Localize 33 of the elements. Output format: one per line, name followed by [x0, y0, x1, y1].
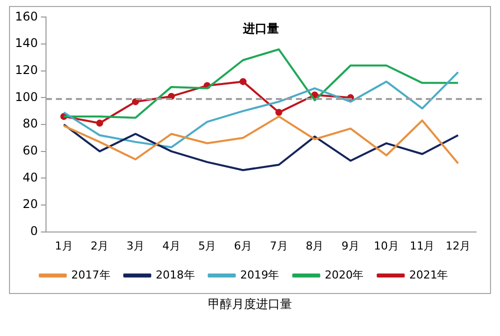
- x-tick-label: 10月: [374, 239, 399, 252]
- y-tick-label: 0: [30, 224, 38, 238]
- x-tick-label: 9月: [342, 239, 360, 252]
- x-tick-label: 12月: [446, 239, 471, 252]
- y-tick-label: 60: [22, 143, 38, 158]
- legend-label: 2021年: [409, 268, 448, 282]
- legend-label: 2020年: [324, 268, 364, 282]
- x-tick-label: 6月: [234, 239, 252, 252]
- x-tick-label: 3月: [126, 239, 145, 252]
- y-tick-label: 20: [22, 197, 38, 212]
- y-tick-label: 80: [22, 116, 38, 131]
- y-tick-label: 120: [15, 62, 38, 77]
- legend-label: 2017年: [71, 268, 110, 282]
- y-tick-label: 40: [22, 170, 38, 184]
- text: 甲醇月度进口量: [207, 296, 293, 313]
- x-tick-label: 7月: [270, 239, 288, 252]
- x-tick-label: 8月: [306, 239, 324, 252]
- y-tick-label: 100: [15, 90, 38, 104]
- y-tick-label: 140: [15, 36, 38, 50]
- point: [132, 98, 140, 106]
- x-tick-label: 11月: [410, 239, 435, 252]
- x-tick-label: 1月: [54, 239, 73, 252]
- x-tick-label: 4月: [162, 239, 180, 252]
- point: [275, 108, 282, 116]
- x-tick-label: 5月: [198, 239, 216, 252]
- point: [96, 120, 104, 127]
- point: [240, 78, 247, 86]
- point: [168, 92, 175, 100]
- legend-label: 2018年: [156, 268, 195, 282]
- y-tick-label: 160: [15, 9, 38, 24]
- legend-label: 2019年: [240, 268, 280, 282]
- chart-title: 进口量: [242, 21, 279, 36]
- x-tick-label: 2月: [90, 239, 109, 252]
